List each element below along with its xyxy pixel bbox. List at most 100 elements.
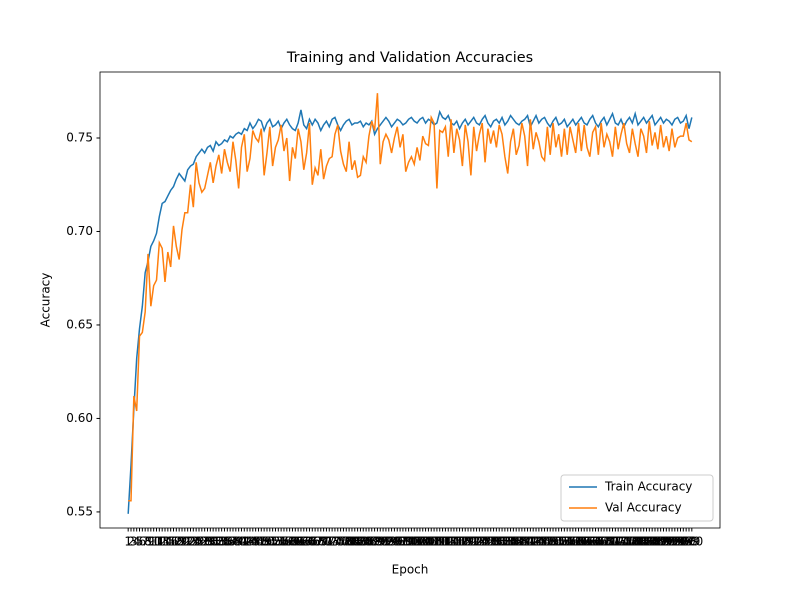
x-tick-label: 167 [587,535,610,549]
x-tick-label: 76 [333,535,348,549]
x-tick-label: 143 [519,535,542,549]
x-tick-label: 74 [327,535,342,549]
x-tick-label: 126 [471,535,494,549]
x-tick-label: 173 [604,535,627,549]
x-tick-label: 123 [462,535,485,549]
x-tick-label: 57 [279,535,294,549]
x-tick-label: 112 [431,535,454,549]
x-tick-label: 95 [387,535,402,549]
x-tick-label: 25 [189,535,204,549]
x-tick-label: 99 [398,535,413,549]
x-tick-label: 37 [223,535,238,549]
x-tick-label: 62 [293,535,308,549]
x-tick-label: 1 [124,535,132,549]
x-tick-label: 113 [434,535,457,549]
x-tick-label: 154 [550,535,573,549]
x-tick-label: 89 [370,535,385,549]
x-axis-label: Epoch [392,563,429,577]
x-tick-label: 67 [307,535,322,549]
x-tick-label: 47 [251,535,266,549]
x-tick-label: 109 [423,535,446,549]
x-tick-label: 153 [547,535,570,549]
x-tick-label: 28 [197,535,212,549]
x-tick-label: 181 [627,535,650,549]
x-tick-label: 14 [157,535,172,549]
x-tick-label: 193 [661,535,684,549]
x-tick-label: 50 [259,535,274,549]
x-tick-label: 26 [191,535,206,549]
x-tick-label: 29 [200,535,215,549]
x-tick-label: 168 [590,535,613,549]
x-tick-label: 100 [397,535,420,549]
x-tick-label: 96 [390,535,405,549]
legend-label: Val Accuracy [605,501,682,515]
x-tick-label: 160 [567,535,590,549]
x-tick-label: 161 [570,535,593,549]
x-tick-label: 105 [411,535,434,549]
line-series [127,109,693,514]
y-tick-label: 0.65 [66,317,93,331]
x-tick-label: 90 [373,535,388,549]
x-tick-label: 118 [448,535,471,549]
x-tick-label: 65 [302,535,317,549]
x-tick-label: 108 [420,535,443,549]
x-tick-label: 137 [502,535,525,549]
x-tick-label: 145 [525,535,548,549]
x-tick-label: 166 [584,535,607,549]
x-tick-label: 32 [208,535,223,549]
x-tick-label: 196 [669,535,692,549]
x-tick-label: 15 [160,535,175,549]
x-tick-label: 133 [491,535,514,549]
x-tick-label: 175 [610,535,633,549]
x-tick-label: 21 [177,535,192,549]
x-tick-label: 27 [194,535,209,549]
x-tick-label: 121 [457,535,480,549]
x-tick-label: 22 [180,535,195,549]
x-tick-label: 129 [479,535,502,549]
x-tick-label: 38 [225,535,240,549]
x-tick-label: 9 [147,535,155,549]
x-tick-label: 64 [299,535,314,549]
x-tick-label: 199 [678,535,701,549]
x-tick-label: 87 [364,535,379,549]
x-tick-label: 144 [522,535,545,549]
x-tick-label: 42 [237,535,252,549]
x-tick-label: 44 [242,535,257,549]
x-tick-label: 106 [414,535,437,549]
x-tick-label: 3 [130,535,138,549]
x-tick-label: 155 [553,535,576,549]
x-tick-label: 158 [561,535,584,549]
line-series [128,93,693,502]
x-tick-label: 5 [136,535,144,549]
x-tick-label: 91 [375,535,390,549]
x-tick-label: 147 [530,535,553,549]
x-tick-label: 130 [482,535,505,549]
x-tick-label: 80 [344,535,359,549]
x-tick-label: 152 [544,535,567,549]
x-tick-label: 103 [406,535,429,549]
x-tick-label: 49 [256,535,271,549]
x-tick-label: 102 [403,535,426,549]
x-tick-label: 139 [508,535,531,549]
x-tick-label: 114 [437,535,460,549]
x-tick-label: 136 [499,535,522,549]
x-tick-label: 176 [612,535,635,549]
x-tick-label: 177 [615,535,638,549]
x-tick-label: 18 [169,535,184,549]
x-tick-label: 117 [445,535,468,549]
x-tick-label: 174 [607,535,630,549]
x-tick-label: 180 [624,535,647,549]
x-tick-label: 48 [254,535,269,549]
x-tick-label: 131 [485,535,508,549]
x-tick-label: 68 [310,535,325,549]
x-tick-label: 178 [618,535,641,549]
x-tick-label: 59 [285,535,300,549]
x-tick-label: 190 [652,535,675,549]
x-tick-label: 82 [350,535,365,549]
x-tick-label: 189 [649,535,672,549]
x-tick-label: 191 [655,535,678,549]
x-tick-label: 51 [262,535,277,549]
x-tick-label: 2 [127,535,135,549]
x-tick-label: 194 [663,535,686,549]
